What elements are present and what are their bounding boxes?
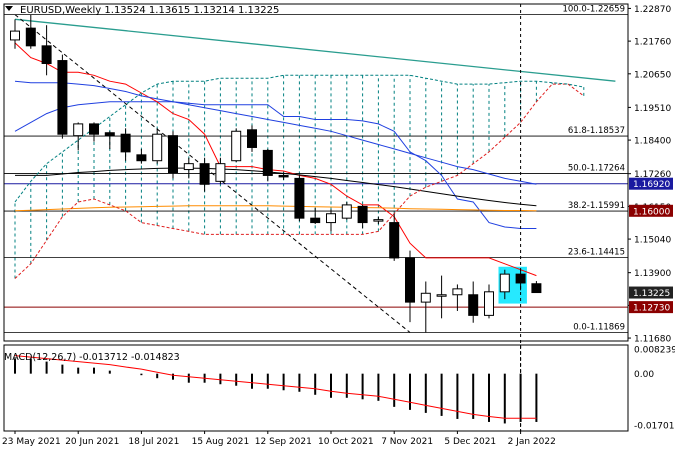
candle-body	[310, 217, 321, 224]
candle-body	[199, 163, 210, 185]
indicator-line	[14, 83, 585, 279]
macd-tick-label: 0.008239	[634, 345, 675, 355]
fib-level-label: 50.0-1.17264	[568, 164, 625, 174]
price-tag-bg	[629, 204, 673, 217]
candle-body	[247, 129, 257, 148]
fib-level-label: 23.6-1.14415	[568, 247, 625, 257]
macd-label: MACD(12,26,7) -0.013712 -0.014823	[4, 352, 180, 363]
candle-body	[341, 204, 352, 219]
price-tick-label: 1.13900	[634, 269, 671, 279]
candle-body	[373, 219, 384, 222]
fib-level-label: 61.8-1.18537	[568, 126, 625, 136]
candle-body	[73, 123, 84, 137]
time-tick-label: 7 Nov 2021	[381, 437, 433, 447]
macd-frame	[3, 344, 629, 432]
macd-tick-label: 0.00	[634, 370, 654, 380]
candle-body	[120, 133, 131, 153]
price-tick-label: 1.17260	[634, 170, 671, 180]
price-tag-label: 1.13225	[633, 289, 670, 299]
price-tag-label: 1.16000	[633, 207, 670, 217]
time-tick-label: 10 Oct 2021	[318, 437, 374, 447]
candle-body	[326, 213, 336, 224]
price-tick-label: 1.15040	[634, 236, 671, 246]
candle-body	[41, 45, 52, 65]
candle-body	[231, 130, 242, 162]
candle-body	[357, 205, 368, 224]
candle-body	[215, 163, 226, 182]
trendline	[14, 14, 411, 333]
trendline	[14, 18, 616, 82]
candle-body	[57, 60, 68, 135]
symbol-header: EURUSD,Weekly 1.13524 1.13615 1.13214 1.…	[20, 5, 279, 16]
candle-body	[262, 149, 273, 176]
price-tag-label: 1.12730	[633, 304, 670, 314]
candle-body	[294, 177, 305, 219]
time-tick-label: 12 Sep 2021	[255, 437, 312, 447]
candle-body	[183, 163, 194, 171]
indicator-line	[15, 167, 537, 207]
price-tick-label: 1.21760	[634, 38, 671, 48]
fib-level-label: 38.2-1.15991	[568, 201, 625, 211]
main-frame	[3, 3, 629, 342]
candle-body	[499, 273, 510, 293]
main-plot-area	[4, 14, 628, 333]
candle-body	[136, 154, 147, 162]
candle-body	[168, 135, 178, 173]
candle-body	[104, 132, 115, 137]
time-axis: 23 May 2021 20 Jun 2021 18 Jul 2021 15 Aug …	[2, 431, 556, 447]
indicator-line	[14, 42, 537, 277]
time-tick-label: 5 Dec 2021	[444, 437, 496, 447]
candle-body	[89, 123, 99, 135]
time-tick-label: 20 Jun 2021	[65, 437, 119, 447]
candle-body	[436, 294, 447, 297]
candle-body	[25, 27, 36, 47]
price-tag-label: 1.16920	[633, 180, 670, 190]
price-tick-label: 1.20650	[634, 70, 671, 80]
price-tick-label: 1.19510	[634, 104, 671, 114]
candle-body	[531, 283, 542, 294]
candle-body	[152, 133, 163, 162]
indicator-line	[14, 80, 537, 185]
time-tick-label: 18 Jul 2021	[128, 437, 179, 447]
main-price-panel: 100.0-1.22659 61.8-1.18537 50.0-1.17264 38.…	[3, 3, 673, 431]
candle-body	[10, 30, 20, 41]
macd-panel: 0.008239 0.00 -0.017018	[3, 344, 675, 432]
candle-body	[405, 257, 415, 303]
candle-body	[468, 294, 479, 316]
time-tick-label: 2 Jan 2022	[508, 437, 556, 447]
fib-level-label: 100.0-1.22659	[562, 5, 625, 15]
candle-body	[420, 292, 431, 303]
fib-level-label: 0.0-1.11869	[573, 322, 625, 332]
candle-body	[484, 291, 494, 316]
candle-body	[278, 174, 289, 178]
indicator-line	[14, 101, 537, 229]
price-tick-label: 1.22870	[634, 5, 671, 15]
price-tag-bg	[629, 177, 673, 190]
price-tag-bg	[629, 301, 673, 314]
macd-tick-label: -0.017018	[634, 422, 675, 432]
price-tag-bg	[629, 286, 673, 299]
time-tick-label: 15 Aug 2021	[192, 437, 250, 447]
candle-body	[452, 288, 463, 296]
price-tick-label: 1.11680	[634, 335, 671, 345]
time-tick-label: 23 May 2021	[2, 437, 61, 447]
price-tick-label: 1.18400	[634, 137, 671, 147]
dropdown-triangle-icon[interactable]	[5, 6, 13, 11]
macd-signal-line	[14, 355, 537, 419]
candle-body	[389, 222, 400, 259]
indicator-line	[14, 205, 537, 212]
